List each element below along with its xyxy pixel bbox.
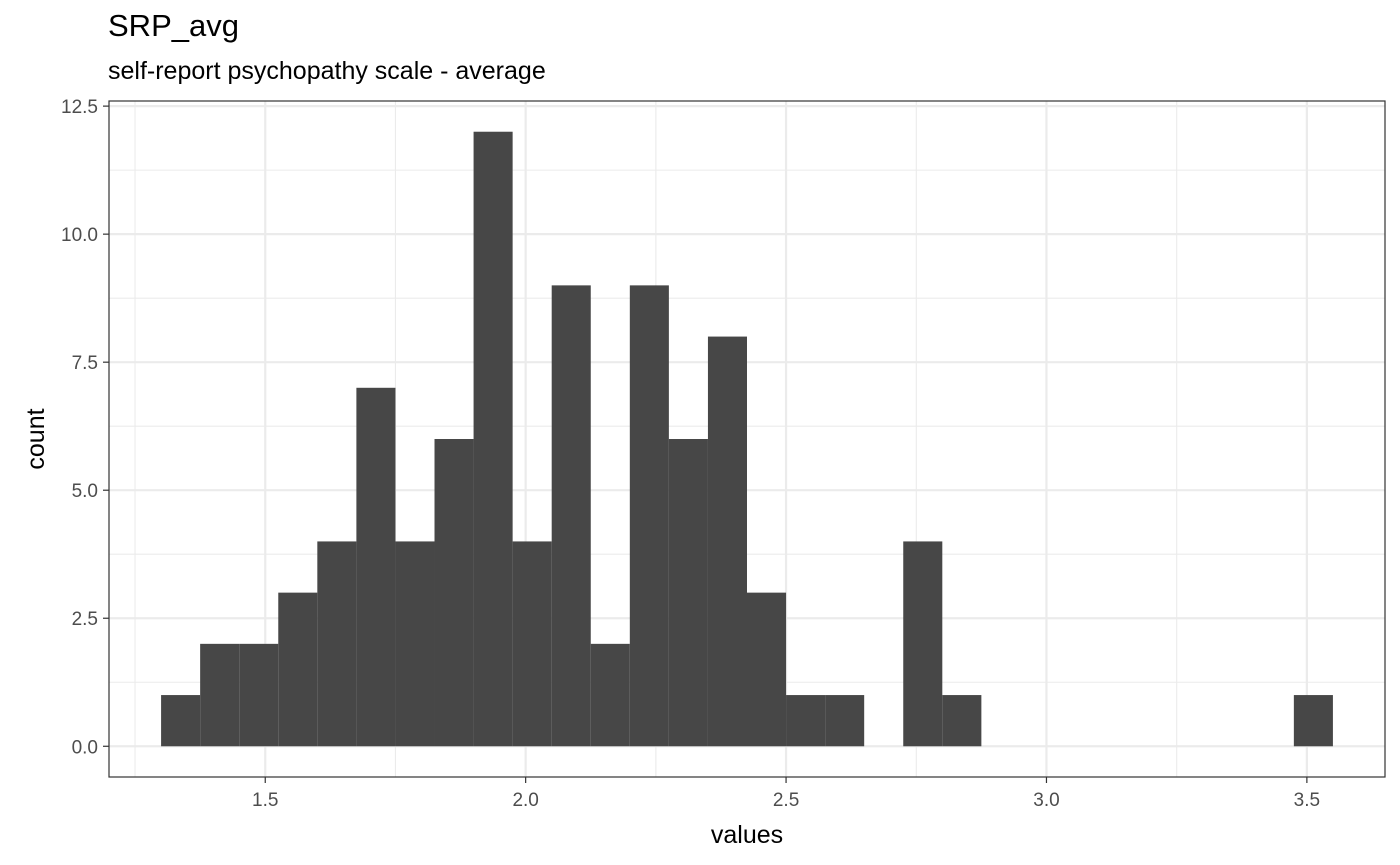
histogram-bar — [356, 387, 396, 747]
y-tick-label: 7.5 — [72, 353, 98, 374]
histogram-bar — [903, 541, 943, 747]
x-tick-label: 1.5 — [252, 790, 278, 811]
x-tick-label: 3.5 — [1294, 790, 1320, 811]
chart-subtitle: self-report psychopathy scale - average — [108, 57, 546, 85]
histogram-bars — [161, 131, 1333, 747]
x-axis-title: values — [711, 821, 783, 849]
x-axis: 1.5 2.0 2.5 3.0 3.5 — [252, 777, 1320, 811]
x-tick-label: 3.0 — [1033, 790, 1059, 811]
histogram-bar — [1293, 695, 1333, 747]
histogram-bar — [395, 541, 435, 747]
y-tick-label: 0.0 — [72, 737, 98, 758]
x-tick-label: 2.0 — [512, 790, 538, 811]
y-axis: 0.0 2.5 5.0 7.5 10.0 12.5 — [61, 97, 109, 758]
histogram-bar — [473, 131, 513, 747]
y-tick-label: 12.5 — [61, 97, 98, 118]
chart-title: SRP_avg — [108, 8, 239, 43]
y-tick-label: 2.5 — [72, 609, 98, 630]
histogram-bar — [512, 541, 552, 747]
histogram-bar — [161, 695, 201, 747]
histogram-bar — [707, 336, 747, 747]
histogram-bar — [629, 285, 669, 747]
panel-border — [108, 100, 1386, 778]
histogram-bar — [590, 643, 630, 747]
x-tick-label: 2.5 — [773, 790, 799, 811]
y-tick-label: 5.0 — [72, 481, 98, 502]
histogram-bar — [434, 439, 474, 747]
histogram-bar — [825, 695, 865, 747]
histogram-bar — [747, 592, 787, 747]
histogram-bar — [668, 439, 708, 747]
histogram-bar — [942, 695, 982, 747]
histogram-bar — [786, 695, 826, 747]
histogram-bar — [551, 285, 591, 747]
histogram-bar — [239, 643, 279, 747]
histogram-bar — [200, 643, 240, 747]
y-tick-label: 10.0 — [61, 225, 98, 246]
y-axis-title: count — [22, 408, 50, 469]
histogram-bar — [278, 592, 318, 747]
histogram-bar — [317, 541, 357, 747]
